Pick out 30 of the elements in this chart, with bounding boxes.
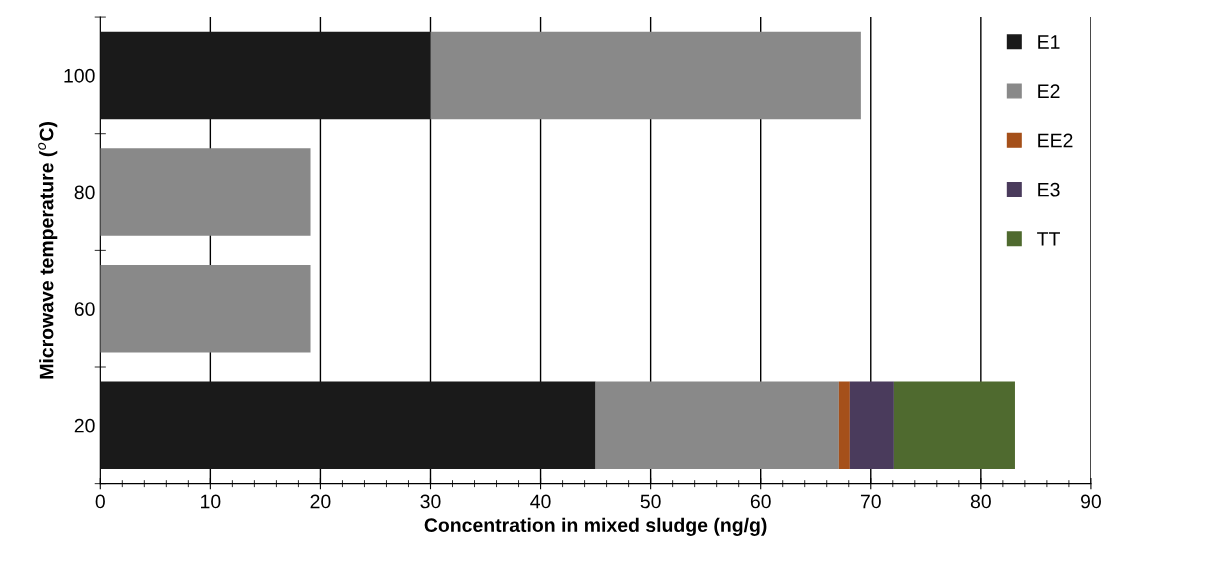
x-tick-label: 30 — [420, 494, 441, 509]
bar — [893, 381, 1015, 470]
bar — [595, 381, 839, 470]
x-tick-label: 40 — [530, 494, 551, 509]
legend-label: TT — [1037, 232, 1060, 246]
legend-label: E1 — [1038, 35, 1060, 49]
y-tick-label: 60 — [74, 302, 95, 316]
bar — [838, 381, 850, 470]
legend-label: EE2 — [1038, 133, 1073, 148]
x-tick-label: 0 — [95, 494, 105, 509]
legend-label: E3 — [1038, 182, 1060, 197]
x-tick-label: 90 — [1081, 494, 1101, 509]
bar — [430, 31, 861, 120]
x-axis-title: Concentration in mixed sludge (ng/g) — [424, 517, 767, 536]
x-tick-label: 50 — [640, 494, 661, 509]
x-tick-label: 60 — [750, 494, 771, 509]
y-tick-label: 100 — [64, 68, 95, 83]
y-tick-label: 80 — [74, 185, 95, 200]
bar — [100, 31, 431, 120]
bar — [100, 148, 311, 236]
bar — [849, 381, 894, 470]
bar — [100, 264, 311, 353]
legend-label: E2 — [1038, 84, 1060, 98]
x-tick-label: 10 — [201, 494, 221, 509]
y-tick-label: 20 — [74, 418, 95, 433]
bar — [100, 381, 596, 470]
y-axis-title: Microwave temperature ($^{o}$C) — [38, 122, 58, 379]
x-tick-label: 20 — [310, 494, 331, 509]
x-tick-label: 80 — [970, 494, 991, 509]
x-tick-label: 70 — [860, 494, 881, 509]
